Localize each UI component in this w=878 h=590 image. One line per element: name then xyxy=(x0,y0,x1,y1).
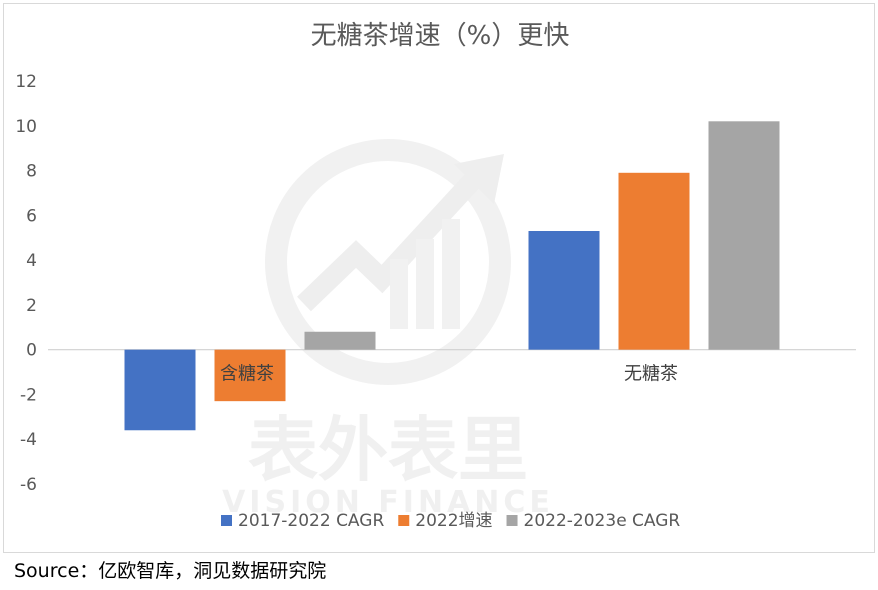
chart-svg: 表外表里 VISION FINANCE 无糖茶增速（%）更快 121086420… xyxy=(15,21,856,531)
y-tick-label: 2 xyxy=(26,296,37,316)
y-axis-ticks: 12 10 8 6 4 2 0 -2 -4 -6 xyxy=(15,72,37,495)
y-tick-label: 8 xyxy=(26,162,37,182)
chart-frame: 表外表里 VISION FINANCE 无糖茶增速（%）更快 12 10 8 6 4 2 0… xyxy=(3,3,875,553)
y-tick-label: 10 xyxy=(15,117,37,137)
legend: 2017-2022 CAGR 2022增速 2022-2023e CAGR xyxy=(221,511,680,531)
y-tick-label: 4 xyxy=(26,251,37,271)
watermark-en: VISION FINANCE xyxy=(222,485,554,520)
legend-swatch xyxy=(506,515,518,526)
category-label: 无糖茶 xyxy=(624,364,678,385)
y-tick-label: 0 xyxy=(26,341,37,361)
legend-label: 2022-2023e CAGR xyxy=(524,511,681,531)
y-tick-label: -6 xyxy=(20,475,37,495)
bar-sugar-tea-series-1 xyxy=(124,349,196,431)
y-tick-label: -2 xyxy=(20,385,37,405)
legend-swatch xyxy=(398,515,410,526)
legend-swatch xyxy=(221,515,232,526)
y-tick-label: 6 xyxy=(26,206,37,226)
watermark-logo: 表外表里 VISION FINANCE xyxy=(222,139,554,520)
bar-no-sugar-tea-series-1 xyxy=(528,231,600,350)
bars xyxy=(124,121,780,431)
bar-sugar-tea-series-2 xyxy=(214,349,286,402)
category-labels: 含糖茶 无糖茶 xyxy=(220,364,678,385)
y-tick-label: -4 xyxy=(20,430,37,450)
chart-title: 无糖茶增速（%）更快 xyxy=(311,21,570,51)
bar-no-sugar-tea-series-2 xyxy=(618,172,690,350)
legend-label: 2022增速 xyxy=(415,511,492,531)
bar-no-sugar-tea-series-3 xyxy=(708,121,780,350)
bar-sugar-tea-series-3 xyxy=(304,331,376,350)
category-label: 含糖茶 xyxy=(220,364,274,385)
y-tick-label: 12 xyxy=(15,72,37,92)
source-note: Source：亿欧智库，洞见数据研究院 xyxy=(14,560,327,582)
watermark-cn: 表外表里 xyxy=(248,409,528,491)
legend-label: 2017-2022 CAGR xyxy=(238,511,384,531)
